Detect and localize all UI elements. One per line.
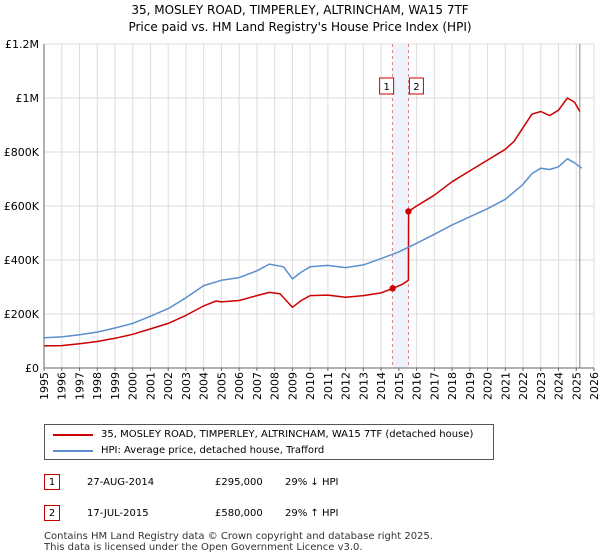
x-tick-label: 2009 xyxy=(286,372,299,400)
x-tick-label: 2026 xyxy=(588,372,600,400)
x-tick-label: 2024 xyxy=(553,372,566,400)
chart-title: 35, MOSLEY ROAD, TIMPERLEY, ALTRINCHAM, … xyxy=(0,2,600,36)
x-tick-label: 2011 xyxy=(322,372,335,400)
transaction-date: 27-AUG-2014 xyxy=(87,477,155,488)
x-tick-label: 2025 xyxy=(570,372,583,400)
x-tick-label: 2023 xyxy=(535,372,548,400)
y-tick-label: £1.2M xyxy=(5,38,39,51)
x-tick-label: 2005 xyxy=(215,372,228,400)
x-tick-label: 2016 xyxy=(411,372,424,400)
footer-copyright: Contains HM Land Registry data © Crown c… xyxy=(44,531,433,542)
x-tick-label: 2004 xyxy=(198,372,211,400)
grid xyxy=(43,43,595,369)
hpi-line xyxy=(43,158,583,339)
axes: £0 £200K £400K £600K £800K £1M £1.2M 1995 1996 19… xyxy=(4,38,600,400)
legend-swatch-hpi xyxy=(53,450,93,452)
transaction-price: £295,000 xyxy=(215,477,263,488)
x-tick-label: 2007 xyxy=(251,372,264,400)
y-tick-label: £1M xyxy=(16,92,40,105)
x-tick-label: 2001 xyxy=(144,372,157,400)
sale-point xyxy=(405,208,412,215)
sale-point xyxy=(389,285,396,292)
x-tick-label: 2008 xyxy=(269,372,282,400)
transaction-number-badge: 1 xyxy=(44,474,60,490)
transaction-number-badge: 2 xyxy=(44,505,60,521)
sale-label: 2 xyxy=(413,82,419,93)
legend-label-property: 35, MOSLEY ROAD, TIMPERLEY, ALTRINCHAM, … xyxy=(101,429,474,440)
x-tick-label: 2006 xyxy=(233,372,246,400)
x-tick-label: 2019 xyxy=(464,372,477,400)
x-tick-label: 1998 xyxy=(91,372,104,400)
sale-label-box xyxy=(408,77,424,95)
x-tick-label: 1999 xyxy=(109,372,122,400)
legend-label-hpi: HPI: Average price, detached house, Traf… xyxy=(101,445,325,456)
footer: Contains HM Land Registry data © Crown c… xyxy=(44,531,433,553)
x-tick-label: 2010 xyxy=(304,372,317,400)
x-tick-label: 2012 xyxy=(340,372,353,400)
y-tick-label: £800K xyxy=(4,146,40,159)
x-tick-label: 2013 xyxy=(357,372,370,400)
y-tick-label: £400K xyxy=(4,254,40,267)
legend-swatch-property xyxy=(53,434,93,436)
x-tick-label: 1996 xyxy=(56,372,69,400)
transaction-price: £580,000 xyxy=(215,508,263,519)
x-tick-label: 2014 xyxy=(375,372,388,400)
footer-licence: This data is licensed under the Open Gov… xyxy=(44,542,363,553)
transaction-date: 17-JUL-2015 xyxy=(87,508,149,519)
x-tick-label: 2021 xyxy=(499,372,512,400)
x-tick-label: 2003 xyxy=(180,372,193,400)
transaction-hpi-change: 29% ↓ HPI xyxy=(285,477,339,488)
x-tick-label: 2022 xyxy=(517,372,530,400)
sale-label-box xyxy=(379,77,395,95)
x-tick-label: 2015 xyxy=(393,372,406,400)
chart-title-line1: 35, MOSLEY ROAD, TIMPERLEY, ALTRINCHAM, … xyxy=(131,3,469,17)
x-tick-label: 2018 xyxy=(446,372,459,400)
sale-period-band xyxy=(392,44,409,368)
property-price-line xyxy=(43,97,581,347)
x-tick-label: 2000 xyxy=(127,372,140,400)
y-tick-label: £0 xyxy=(25,362,39,375)
x-tick-label: 1995 xyxy=(38,372,51,400)
sale-label: 1 xyxy=(383,82,389,93)
series-lines xyxy=(43,97,583,347)
y-tick-label: £200K xyxy=(4,308,40,321)
x-tick-label: 1997 xyxy=(73,372,86,400)
y-tick-label: £600K xyxy=(4,200,40,213)
x-tick-label: 2020 xyxy=(482,372,495,400)
chart-title-line2: Price paid vs. HM Land Registry's House … xyxy=(128,20,472,34)
transaction-hpi-change: 29% ↑ HPI xyxy=(285,508,339,519)
legend: 35, MOSLEY ROAD, TIMPERLEY, ALTRINCHAM, … xyxy=(44,424,494,460)
x-tick-label: 2002 xyxy=(162,372,175,400)
x-tick-label: 2017 xyxy=(428,372,441,400)
